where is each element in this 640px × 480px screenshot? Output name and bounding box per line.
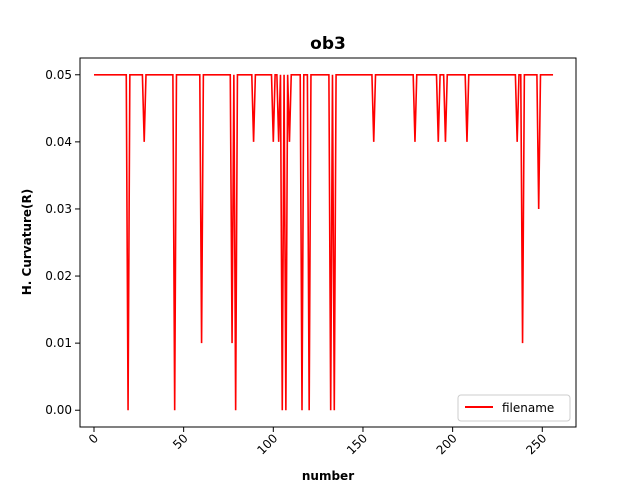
series-line-filename [93,73,554,411]
y-tick-label: 0.04 [45,135,72,149]
y-axis-label: H. Curvature(R) [20,189,34,296]
y-tick-label: 0.03 [45,202,72,216]
legend-label: filename [502,401,554,415]
legend-box [457,394,571,422]
y-tick-label: 0.01 [45,336,72,350]
y-axis-ticks: 0.00 0.01 0.02 0.03 0.04 0.05 [45,68,80,417]
y-tick-label: 0.02 [45,269,72,283]
y-tick-label: 0.00 [45,403,72,417]
legend: filename [457,394,571,422]
axes-frame [79,57,577,428]
y-tick-label: 0.05 [45,68,72,82]
plot-area [79,57,577,428]
chart-title: ob3 [310,34,346,54]
x-axis-label: number [302,469,354,480]
